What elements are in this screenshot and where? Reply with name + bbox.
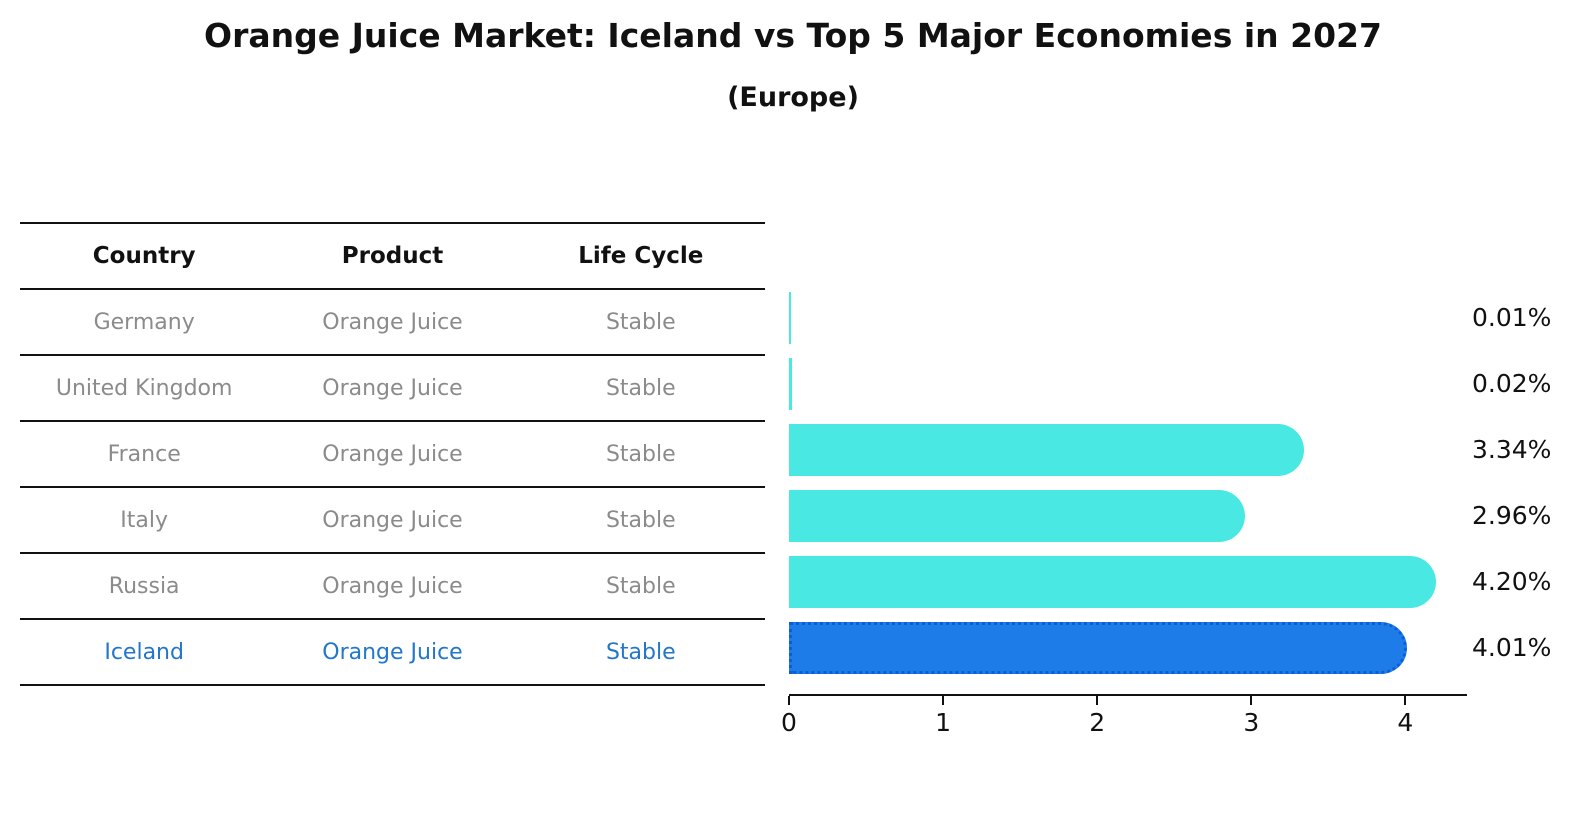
table-row: Russia Orange Juice Stable [20, 554, 765, 620]
value-label: 0.01% [1472, 303, 1552, 332]
cell-country: Germany [93, 309, 195, 335]
x-axis [789, 694, 1467, 696]
column-header-life-cycle: Life Cycle [578, 243, 704, 269]
x-axis-tick [1096, 696, 1099, 705]
table-row: Italy Orange Juice Stable [20, 488, 765, 554]
x-axis-tick-label: 3 [1243, 708, 1260, 737]
cell-country: United Kingdom [55, 375, 233, 401]
cell-life-cycle: Stable [605, 639, 676, 665]
value-label: 0.02% [1472, 369, 1552, 398]
value-label: 2.96% [1472, 501, 1552, 530]
cell-product: Orange Juice [322, 507, 463, 533]
table-row: Iceland Orange Juice Stable [20, 620, 765, 686]
cell-product: Orange Juice [322, 375, 463, 401]
cell-life-cycle: Stable [605, 441, 676, 467]
x-axis-tick [1404, 696, 1407, 705]
cell-product: Orange Juice [322, 639, 463, 665]
bar-united-kingdom [789, 358, 792, 410]
cell-country: Iceland [104, 639, 184, 665]
column-header-country: Country [92, 243, 196, 269]
bar-italy [789, 490, 1245, 542]
cell-product: Orange Juice [322, 309, 463, 335]
bar-iceland [789, 622, 1407, 674]
bar-row [789, 351, 1467, 417]
x-axis-tick-label: 0 [781, 708, 797, 737]
bar-row [789, 615, 1467, 681]
table-body: Germany Orange Juice Stable United Kingdom O… [20, 290, 765, 686]
table-row: France Orange Juice Stable [20, 422, 765, 488]
bar-row [789, 417, 1467, 483]
x-axis-tick-label: 1 [935, 708, 952, 737]
bar-row [789, 549, 1467, 615]
chart-subtitle: (Europe) [727, 82, 859, 113]
value-label: 4.20% [1472, 567, 1552, 596]
x-axis-tick [1250, 696, 1253, 705]
bar-row [789, 285, 1467, 351]
cell-country: Italy [120, 507, 169, 533]
cell-country: France [107, 441, 181, 467]
cell-life-cycle: Stable [605, 309, 676, 335]
table-row: Germany Orange Juice Stable [20, 290, 765, 356]
x-axis-tick-label: 4 [1397, 708, 1414, 737]
cell-product: Orange Juice [322, 573, 463, 599]
cell-life-cycle: Stable [605, 573, 676, 599]
bar-row [789, 483, 1467, 549]
bar-plot: 0 1 2 3 4 [781, 285, 1467, 745]
chart-title: Orange Juice Market: Iceland vs Top 5 Ma… [204, 16, 1382, 55]
cell-product: Orange Juice [322, 441, 463, 467]
table-header-row: Country Product Life Cycle [20, 222, 765, 290]
bar-germany [789, 292, 791, 344]
cell-country: Russia [108, 573, 180, 599]
cell-life-cycle: Stable [605, 375, 676, 401]
x-axis-tick-label: 2 [1089, 708, 1106, 737]
bar-russia [789, 556, 1436, 608]
value-label: 4.01% [1472, 633, 1552, 662]
bar-france [789, 424, 1304, 476]
value-label: 3.34% [1472, 435, 1552, 464]
x-axis-tick [942, 696, 945, 705]
column-header-product: Product [341, 243, 444, 269]
comparison-table: Country Product Life Cycle Germany Orange… [20, 222, 765, 686]
x-axis-tick [788, 696, 790, 705]
cell-life-cycle: Stable [605, 507, 676, 533]
table-row: United Kingdom Orange Juice Stable [20, 356, 765, 422]
